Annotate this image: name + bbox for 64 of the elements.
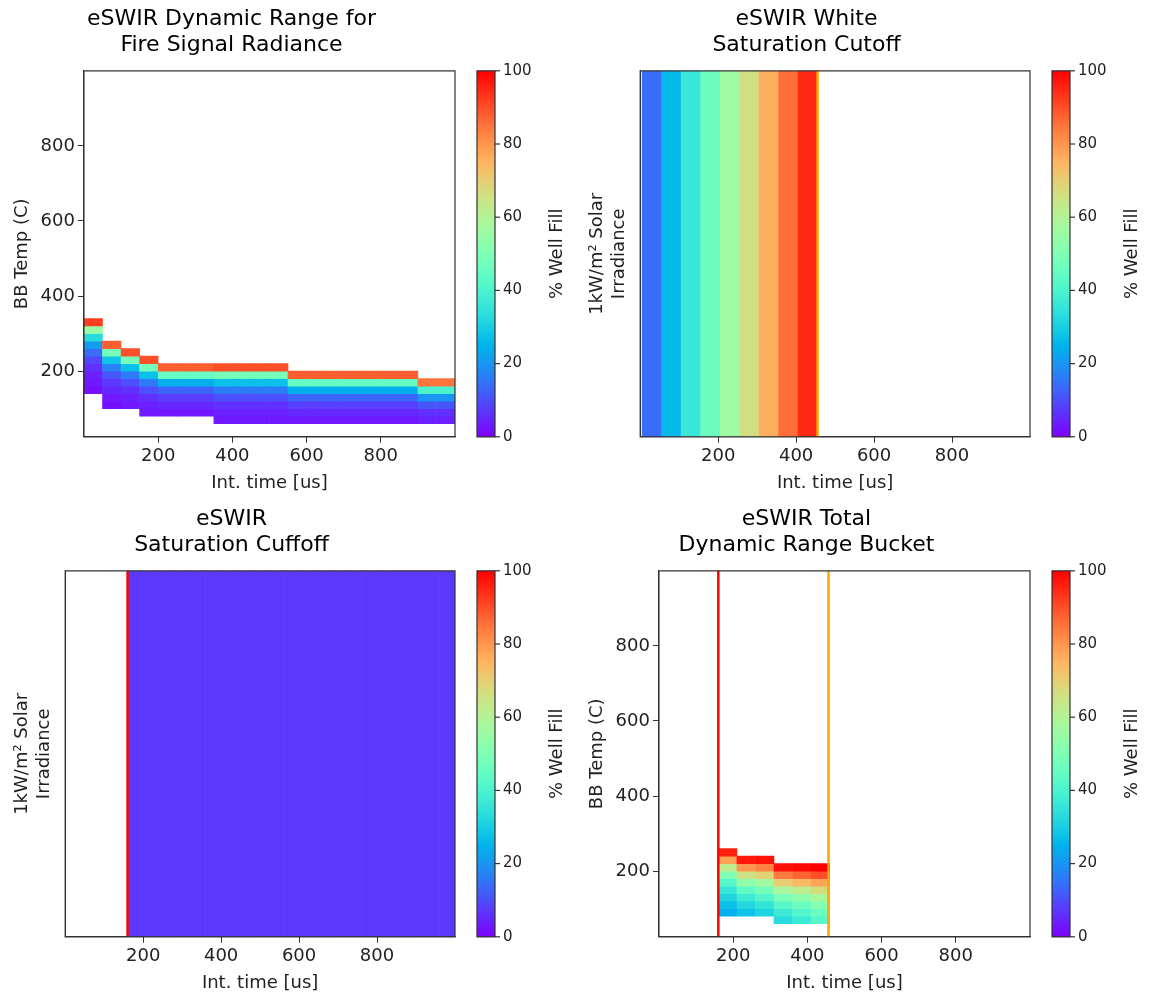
color-bar-label: 20 xyxy=(503,853,523,872)
x-axis-title: Int. time [us] xyxy=(776,470,894,492)
color-bar-title: % Well Fill xyxy=(544,208,566,300)
x-tick-label: 400 xyxy=(778,444,814,466)
x-tick-label: 600 xyxy=(281,944,317,966)
y-tick-label: 200 xyxy=(615,858,650,880)
color-bar-label: 80 xyxy=(1078,633,1098,652)
color-bar-title: % Well Fill xyxy=(1119,208,1141,300)
x-tick-label: 200 xyxy=(125,944,161,966)
color-bar-label: 20 xyxy=(1078,353,1098,372)
color-bar-label: 20 xyxy=(1078,853,1098,872)
x-tick-label: 200 xyxy=(700,444,736,466)
chart-title: eSWIR Total Dynamic Range Bucket xyxy=(678,504,935,557)
color-bar-label: 20 xyxy=(503,353,523,372)
x-tick-label: 800 xyxy=(938,944,973,966)
y-tick-label: 800 xyxy=(615,633,650,655)
color-bar-label: 40 xyxy=(503,780,523,799)
color-bar-label: 100 xyxy=(503,60,532,79)
color-bar-label: 100 xyxy=(503,560,532,579)
x-tick-label: 400 xyxy=(203,944,239,966)
color-bar-label: 100 xyxy=(1078,560,1107,579)
color-bar-label: 40 xyxy=(1078,280,1098,299)
y-tick-label: 600 xyxy=(40,208,75,230)
color-bar-label: 80 xyxy=(503,133,523,152)
x-tick-label: 600 xyxy=(856,444,892,466)
x-axis-title: Int. time [us] xyxy=(201,970,319,992)
color-bar-label: 60 xyxy=(503,707,523,726)
y-tick-label: 800 xyxy=(40,133,75,155)
color-bar-label: 60 xyxy=(1078,207,1098,226)
chart-title: eSWIR White Saturation Cutoff xyxy=(712,4,902,57)
color-bar-title: % Well Fill xyxy=(1119,708,1141,800)
color-bar-label: 0 xyxy=(1078,426,1088,445)
y-tick-label: 400 xyxy=(615,783,650,805)
color-bar-label: 40 xyxy=(503,280,523,299)
chart-title: eSWIR Saturation Cuffoff xyxy=(134,504,330,557)
x-tick-label: 600 xyxy=(289,444,324,466)
color-bar-label: 0 xyxy=(1078,926,1088,945)
y-axis-title: BB Temp (C) xyxy=(585,698,607,810)
y-axis-title: BB Temp (C) xyxy=(10,198,32,310)
color-bar-label: 0 xyxy=(503,426,513,445)
x-tick-label: 600 xyxy=(864,944,899,966)
x-tick-label: 400 xyxy=(790,944,825,966)
x-axis-title: Int. time [us] xyxy=(211,470,328,492)
color-bar-label: 0 xyxy=(503,926,513,945)
x-tick-label: 800 xyxy=(363,444,398,466)
x-tick-label: 800 xyxy=(934,444,970,466)
color-bar-label: 40 xyxy=(1078,780,1098,799)
color-bar-label: 80 xyxy=(1078,133,1098,152)
y-axis-title: 1kW/m² Solar Irradiance xyxy=(10,692,54,815)
color-bar-label: 80 xyxy=(503,633,523,652)
y-axis-title: 1kW/m² Solar Irradiance xyxy=(585,192,629,315)
chart-title: eSWIR Dynamic Range for Fire Signal Radiance xyxy=(86,4,377,57)
y-tick-label: 200 xyxy=(40,358,75,380)
x-axis-title: Int. time [us] xyxy=(786,970,903,992)
color-bar-label: 100 xyxy=(1078,60,1107,79)
x-tick-label: 800 xyxy=(359,944,395,966)
color-bar-label: 60 xyxy=(1078,707,1098,726)
x-tick-label: 200 xyxy=(140,444,176,466)
color-bar-title: % Well Fill xyxy=(544,708,566,800)
y-tick-label: 600 xyxy=(615,708,650,730)
color-bar-label: 60 xyxy=(503,207,523,226)
y-tick-label: 400 xyxy=(40,283,75,305)
x-tick-label: 400 xyxy=(215,444,250,466)
x-tick-label: 200 xyxy=(715,944,751,966)
